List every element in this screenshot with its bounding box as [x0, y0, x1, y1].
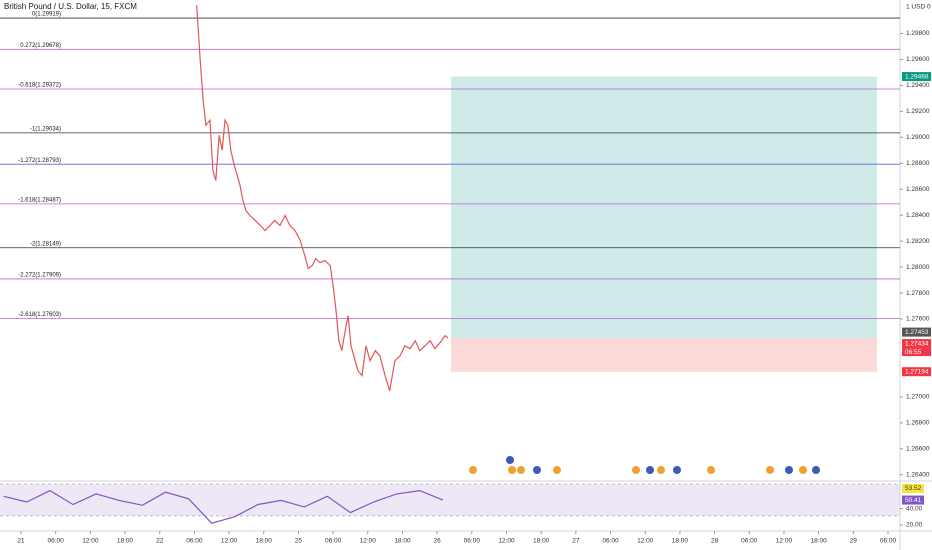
- target-price-label: 1.29468: [905, 73, 929, 80]
- rsi-line: [3, 489, 444, 524]
- x-tick-label: 18:00: [394, 538, 411, 545]
- y-tick-label: 1.29600: [906, 56, 930, 63]
- x-tick-label: 18:00: [810, 538, 827, 545]
- y-tick-label: 1.26600: [906, 446, 930, 453]
- y-tick-label: 20.00: [906, 522, 923, 529]
- x-tick-label: 26: [434, 538, 442, 545]
- event-icon[interactable]: [469, 466, 477, 474]
- event-icon[interactable]: [673, 466, 681, 474]
- y-tick-label: 1.28400: [906, 212, 930, 219]
- y-tick-label: 1.28600: [906, 186, 930, 193]
- event-icon[interactable]: [553, 466, 561, 474]
- fib-label: -0.618(1.29372): [18, 83, 61, 89]
- y-tick-label: 1.29400: [906, 82, 930, 89]
- y-tick-label: 1.27000: [906, 394, 930, 401]
- event-icon[interactable]: [506, 456, 514, 464]
- ma-label: 53.52: [905, 485, 922, 492]
- fib-label: -1(1.29034): [30, 126, 61, 132]
- x-tick-label: 12:00: [637, 538, 654, 545]
- currency-label: 1 USD 0: [906, 4, 931, 11]
- fib-label: 0.272(1.29678): [20, 43, 61, 49]
- entry-price-label: 1.27453: [905, 329, 929, 336]
- countdown-box: [902, 348, 931, 357]
- x-tick-label: 18:00: [533, 538, 550, 545]
- fib-label: -1.618(1.28487): [18, 197, 61, 203]
- x-tick-label: 29: [850, 538, 858, 545]
- y-tick-label: 1.28000: [906, 264, 930, 271]
- x-tick-label: 18:00: [256, 538, 273, 545]
- x-tick-label: 12:00: [776, 538, 793, 545]
- y-tick-label: 1.28200: [906, 238, 930, 245]
- x-tick-label: 12:00: [82, 538, 99, 545]
- y-tick-label: 1.27600: [906, 316, 930, 323]
- fib-label: -2(1.28149): [30, 241, 61, 247]
- y-tick-label: 1.28800: [906, 160, 930, 167]
- event-icon[interactable]: [533, 466, 541, 474]
- rsi-band: [0, 484, 900, 516]
- stop-price-label-box: [902, 367, 931, 377]
- y-tick-label: 1.29800: [906, 30, 930, 37]
- fib-label: -2.272(1.27909): [18, 272, 61, 278]
- x-tick-label: 06:00: [741, 538, 758, 545]
- y-tick-label: 1.29200: [906, 108, 930, 115]
- price-line: [196, 5, 449, 391]
- y-tick-label: 1.26800: [906, 420, 930, 427]
- x-tick-label: 27: [572, 538, 580, 545]
- x-tick-label: 06:00: [325, 538, 342, 545]
- y-tick-label: 1.26400: [906, 471, 930, 478]
- last-price-label: 1.27434: [905, 340, 929, 347]
- target-price-label-box: [902, 72, 931, 82]
- fib-label: 0(1.29919): [32, 12, 61, 18]
- event-icon[interactable]: [646, 466, 654, 474]
- fib-label: -1.272(1.28793): [18, 158, 61, 164]
- event-icon[interactable]: [785, 466, 793, 474]
- event-icon[interactable]: [812, 466, 820, 474]
- event-icons: [469, 456, 820, 474]
- event-icon[interactable]: [766, 466, 774, 474]
- event-icon[interactable]: [632, 466, 640, 474]
- y-tick-label: 40.00: [906, 505, 923, 512]
- x-tick-label: 06:00: [48, 538, 65, 545]
- event-icon[interactable]: [508, 466, 516, 474]
- x-tick-label: 22: [156, 538, 164, 545]
- event-icon[interactable]: [799, 466, 807, 474]
- x-tick-label: 18:00: [117, 538, 134, 545]
- x-tick-label: 28: [711, 538, 719, 545]
- position-profit: [451, 76, 877, 339]
- x-tick-label: 06:00: [880, 538, 897, 545]
- event-icon[interactable]: [657, 466, 665, 474]
- x-tick-label: 12:00: [498, 538, 515, 545]
- ma-label-box: [902, 484, 924, 494]
- event-icon[interactable]: [707, 466, 715, 474]
- event-icon[interactable]: [517, 466, 525, 474]
- y-tick-label: 1.29000: [906, 134, 930, 141]
- x-tick-label: 12:00: [360, 538, 377, 545]
- x-tick-label: 25: [295, 538, 303, 545]
- x-tick-label: 06:00: [186, 538, 203, 545]
- last-price-label-box: [902, 339, 931, 349]
- position-loss: [451, 338, 877, 372]
- countdown: 06:55: [905, 349, 922, 356]
- rsi-label-box: [902, 495, 924, 505]
- x-tick-label: 06:00: [464, 538, 481, 545]
- fib-label: -2.618(1.27603): [18, 312, 61, 318]
- entry-price-label-box: [902, 327, 931, 337]
- y-tick-label: 1.27800: [906, 290, 930, 297]
- x-tick-label: 18:00: [672, 538, 689, 545]
- stop-price-label: 1.27194: [905, 368, 929, 375]
- chart-title: British Pound / U.S. Dollar, 15, FXCM: [4, 2, 137, 11]
- rsi-label: 50.41: [905, 497, 922, 504]
- x-tick-label: 21: [17, 538, 25, 545]
- x-tick-label: 12:00: [221, 538, 238, 545]
- x-tick-label: 06:00: [602, 538, 619, 545]
